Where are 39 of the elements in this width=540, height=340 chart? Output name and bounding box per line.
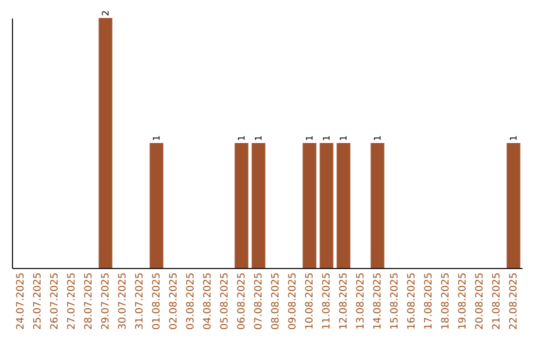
x-tick-label: 28.07.2025	[84, 272, 94, 330]
data-label: 1	[322, 135, 332, 141]
x-tick-label: 16.08.2025	[406, 272, 418, 330]
x-tick-label: 09.08.2025	[288, 272, 298, 330]
x-tick-label: 17.08.2025	[424, 272, 434, 330]
x-tick-label: 14.08.2025	[372, 272, 384, 330]
x-tick-label: 18.08.2025	[440, 272, 452, 330]
x-tick-label: 31.07.2025	[134, 272, 146, 330]
data-label: 1	[306, 135, 316, 141]
x-tick-label: 01.08.2025	[152, 272, 162, 330]
x-tick-label: 19.08.2025	[458, 272, 468, 330]
data-label: 1	[254, 135, 264, 141]
x-tick-label: 24.07.2025	[16, 272, 26, 330]
x-tick-label: 13.08.2025	[356, 272, 366, 330]
x-tick-label: 29.07.2025	[100, 272, 112, 330]
x-tick-label: 05.08.2025	[220, 272, 230, 330]
data-label: 2	[102, 10, 112, 16]
x-tick-label: 22.08.2025	[508, 272, 520, 330]
x-tick-label: 27.07.2025	[66, 272, 78, 330]
x-tick-label: 07.08.2025	[254, 272, 264, 330]
x-tick-label: 30.07.2025	[118, 272, 128, 330]
x-tick-label: 03.08.2025	[186, 272, 196, 330]
x-tick-label: 26.07.2025	[50, 272, 60, 330]
x-tick-label: 11.08.2025	[322, 272, 332, 330]
x-tick-label: 12.08.2025	[338, 272, 350, 330]
data-label: 1	[340, 135, 350, 141]
x-tick-label: 04.08.2025	[202, 272, 214, 330]
data-label: 1	[510, 135, 520, 141]
x-tick-label: 06.08.2025	[236, 272, 248, 330]
x-tick-label: 25.07.2025	[32, 272, 44, 330]
data-label: 1	[374, 135, 384, 141]
x-tick-label: 08.08.2025	[270, 272, 282, 330]
x-tick-label: 10.08.2025	[304, 272, 316, 330]
data-label: 1	[152, 135, 162, 141]
x-tick-label: 20.08.2025	[474, 272, 486, 330]
x-tick-label: 15.08.2025	[390, 272, 400, 330]
data-label: 1	[238, 135, 248, 141]
x-tick-label: 21.08.2025	[492, 272, 502, 330]
x-tick-label: 02.08.2025	[168, 272, 180, 330]
